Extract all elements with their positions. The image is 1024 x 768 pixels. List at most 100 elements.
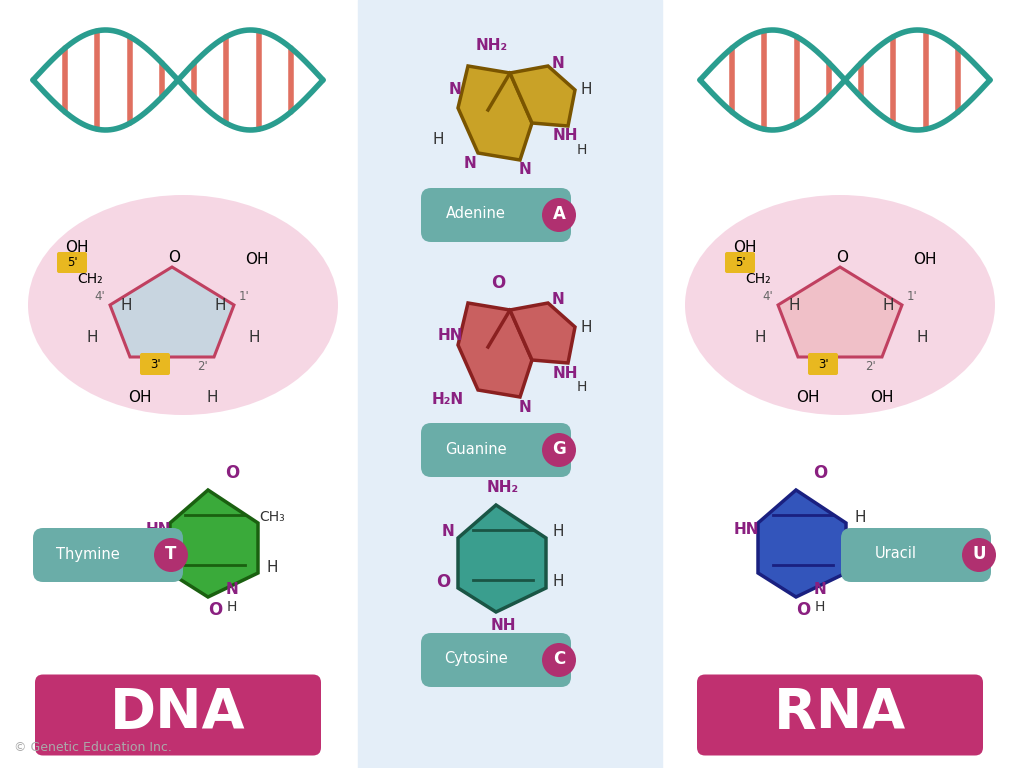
Text: H: H	[552, 525, 564, 539]
Text: C: C	[553, 650, 565, 668]
Text: H: H	[577, 143, 587, 157]
Text: O: O	[796, 601, 810, 619]
Text: N: N	[518, 399, 531, 415]
Text: A: A	[553, 205, 565, 223]
Text: O: O	[436, 573, 451, 591]
Text: HN: HN	[733, 522, 759, 538]
Text: O: O	[168, 250, 180, 264]
Polygon shape	[510, 303, 575, 363]
FancyBboxPatch shape	[421, 188, 571, 242]
Text: CH₂: CH₂	[745, 272, 771, 286]
Text: O: O	[490, 274, 505, 292]
Text: Guanine: Guanine	[445, 442, 507, 456]
FancyBboxPatch shape	[697, 674, 983, 756]
Text: N: N	[464, 155, 476, 170]
Text: © Genetic Education Inc.: © Genetic Education Inc.	[14, 741, 172, 754]
Text: NH: NH	[552, 366, 578, 380]
Circle shape	[962, 538, 996, 572]
Text: OH: OH	[128, 389, 152, 405]
Text: OH: OH	[913, 253, 937, 267]
Text: O: O	[208, 601, 222, 619]
Text: N: N	[449, 82, 462, 98]
Text: NH₂: NH₂	[476, 38, 508, 54]
Text: H: H	[815, 600, 825, 614]
FancyBboxPatch shape	[140, 353, 170, 375]
Text: H: H	[854, 509, 865, 525]
Text: O: O	[225, 464, 240, 482]
Text: H: H	[552, 574, 564, 590]
Text: H: H	[248, 329, 260, 345]
Text: 1': 1'	[239, 290, 250, 303]
Text: NH₂: NH₂	[487, 481, 519, 495]
Text: CH₂: CH₂	[77, 272, 102, 286]
Text: Uracil: Uracil	[874, 547, 918, 561]
Text: 1': 1'	[906, 290, 918, 303]
Text: H₂N: H₂N	[432, 392, 464, 408]
Text: OH: OH	[733, 240, 757, 254]
Text: H: H	[432, 133, 443, 147]
Circle shape	[542, 643, 575, 677]
Text: 4': 4'	[94, 290, 105, 303]
Text: H: H	[788, 297, 800, 313]
Text: HN: HN	[437, 327, 463, 343]
Text: 5': 5'	[67, 257, 78, 270]
FancyBboxPatch shape	[33, 528, 183, 582]
FancyBboxPatch shape	[421, 423, 571, 477]
Text: HN: HN	[145, 522, 171, 538]
Polygon shape	[458, 303, 532, 397]
Text: CH₃: CH₃	[259, 510, 285, 524]
Text: OH: OH	[246, 253, 268, 267]
Text: T: T	[165, 545, 177, 563]
Text: NH: NH	[552, 128, 578, 144]
Polygon shape	[170, 490, 258, 597]
Text: OH: OH	[797, 389, 820, 405]
Ellipse shape	[685, 195, 995, 415]
Text: 3': 3'	[818, 357, 828, 370]
Text: H: H	[214, 297, 225, 313]
Text: RNA: RNA	[774, 686, 906, 740]
Polygon shape	[510, 66, 575, 126]
Text: N: N	[225, 582, 239, 598]
Text: H: H	[577, 380, 587, 394]
Text: H: H	[498, 633, 508, 647]
Text: 3': 3'	[150, 357, 161, 370]
Polygon shape	[758, 490, 846, 597]
FancyBboxPatch shape	[841, 528, 991, 582]
Text: N: N	[552, 55, 564, 71]
Text: H: H	[266, 560, 278, 574]
Text: O: O	[813, 464, 827, 482]
Text: 2': 2'	[197, 360, 208, 373]
Text: G: G	[552, 440, 566, 458]
Text: DNA: DNA	[111, 686, 246, 740]
Text: H: H	[226, 600, 238, 614]
Text: H: H	[581, 319, 592, 335]
Text: H: H	[86, 329, 97, 345]
Text: OH: OH	[870, 389, 894, 405]
Text: H: H	[581, 82, 592, 98]
Text: N: N	[518, 163, 531, 177]
Text: Thymine: Thymine	[56, 547, 120, 561]
FancyBboxPatch shape	[808, 353, 838, 375]
Polygon shape	[458, 66, 532, 160]
Circle shape	[542, 433, 575, 467]
Text: N: N	[814, 582, 826, 598]
Text: H: H	[854, 560, 865, 574]
Polygon shape	[110, 267, 234, 357]
Text: Cytosine: Cytosine	[444, 651, 508, 667]
FancyBboxPatch shape	[725, 252, 755, 273]
Text: U: U	[972, 545, 986, 563]
Text: H: H	[883, 297, 894, 313]
Text: NH: NH	[490, 617, 516, 633]
Polygon shape	[458, 505, 546, 612]
Text: N: N	[552, 293, 564, 307]
FancyBboxPatch shape	[35, 674, 321, 756]
Text: 2': 2'	[864, 360, 876, 373]
Text: H: H	[755, 329, 766, 345]
FancyBboxPatch shape	[57, 252, 87, 273]
FancyBboxPatch shape	[421, 633, 571, 687]
Text: H: H	[916, 329, 928, 345]
Text: H: H	[120, 297, 132, 313]
Polygon shape	[778, 267, 902, 357]
Ellipse shape	[28, 195, 338, 415]
Circle shape	[154, 538, 188, 572]
